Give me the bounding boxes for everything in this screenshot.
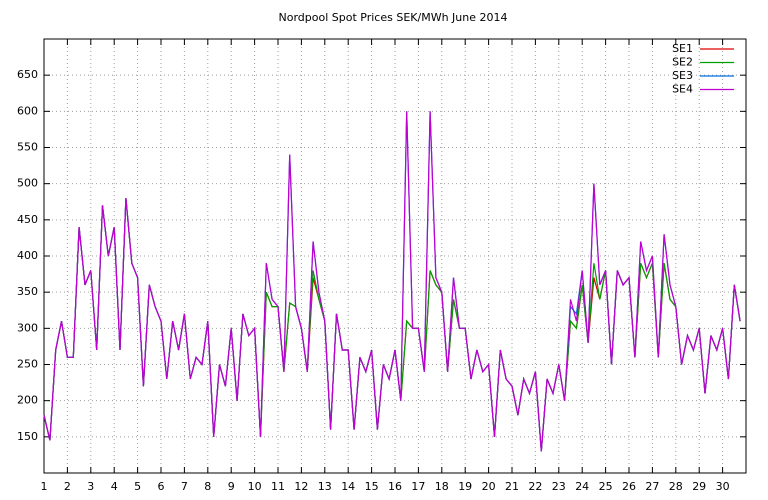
x-tick-label: 8: [204, 480, 211, 493]
x-tick-label: 22: [528, 480, 542, 493]
plot-frame: [43, 38, 747, 474]
legend-label: SE1: [672, 42, 693, 55]
y-tick-label: 400: [17, 249, 38, 262]
series-line: [43, 111, 741, 452]
x-tick-label: 13: [318, 480, 332, 493]
y-tick-label: 150: [17, 430, 38, 443]
legend-label: SE3: [672, 69, 693, 82]
y-tick-label: 250: [17, 358, 38, 371]
chart-title: Nordpool Spot Prices SEK/MWh June 2014: [279, 11, 508, 24]
x-tick-label: 2: [64, 480, 71, 493]
x-tick-label: 24: [575, 480, 589, 493]
x-tick-label: 26: [622, 480, 636, 493]
x-tick-label: 15: [365, 480, 379, 493]
y-tick-label: 600: [17, 104, 38, 117]
legend-label: SE2: [672, 56, 693, 69]
x-tick-label: 20: [482, 480, 496, 493]
x-tick-label: 3: [87, 480, 94, 493]
y-tick-label: 450: [17, 213, 38, 226]
x-tick-label: 25: [599, 480, 613, 493]
y-tick-label: 650: [17, 68, 38, 81]
legend-label: SE4: [672, 83, 693, 96]
x-tick-label: 6: [158, 480, 165, 493]
x-tick-label: 10: [248, 480, 262, 493]
y-tick-label: 300: [17, 321, 38, 334]
y-tick-label: 550: [17, 141, 38, 154]
x-tick-label: 16: [388, 480, 402, 493]
x-tick-label: 5: [134, 480, 141, 493]
x-tick-label: 14: [341, 480, 355, 493]
x-tick-label: 4: [111, 480, 118, 493]
x-tick-label: 30: [716, 480, 730, 493]
x-tick-label: 9: [228, 480, 235, 493]
y-tick-label: 500: [17, 177, 38, 190]
x-tick-label: 7: [181, 480, 188, 493]
x-tick-label: 23: [552, 480, 566, 493]
x-tick-label: 27: [645, 480, 659, 493]
y-tick-label: 200: [17, 394, 38, 407]
x-tick-label: 12: [294, 480, 308, 493]
x-tick-label: 17: [411, 480, 425, 493]
x-tick-label: 18: [435, 480, 449, 493]
x-tick-label: 29: [692, 480, 706, 493]
x-tick-label: 11: [271, 480, 285, 493]
x-tick-label: 28: [669, 480, 683, 493]
x-tick-label: 19: [458, 480, 472, 493]
x-tick-label: 1: [41, 480, 48, 493]
y-tick-label: 350: [17, 285, 38, 298]
x-tick-label: 21: [505, 480, 519, 493]
